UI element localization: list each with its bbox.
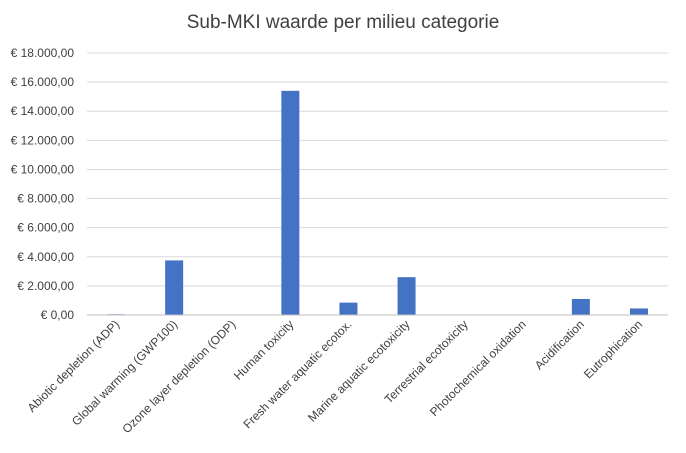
x-tick-label: Human toxicity — [231, 317, 297, 383]
x-tick-label: Fresh water aquatic ecotox. — [240, 317, 354, 431]
y-tick-label: € 12.000,00 — [11, 133, 75, 147]
y-tick-label: € 4.000,00 — [17, 250, 74, 264]
x-tick-label: Acidification — [532, 317, 587, 372]
y-tick-label: € 16.000,00 — [11, 75, 75, 89]
y-tick-label: € 8.000,00 — [17, 192, 74, 206]
bar — [165, 260, 184, 315]
y-tick-label: € 0,00 — [41, 308, 75, 322]
gridlines — [87, 52, 668, 287]
x-tick-label: Photochemical oxidation — [427, 317, 529, 419]
x-axis-ticks: Abiotic depletion (ADP)Global warming (G… — [25, 317, 646, 436]
bar — [629, 308, 648, 315]
bar — [281, 90, 300, 315]
y-tick-label: € 14.000,00 — [11, 104, 75, 118]
y-tick-label: € 18.000,00 — [11, 46, 75, 60]
y-axis-ticks: € 0,00 € 2.000,00 € 4.000,00 € 6.000,00 € 8.… — [11, 46, 75, 322]
y-tick-label: € 2.000,00 — [17, 279, 74, 293]
x-tick-label: Abiotic depletion (ADP) — [25, 317, 123, 415]
bar — [397, 277, 416, 315]
bar — [339, 302, 358, 315]
x-tick-label: Marine aquatic ecotoxicity — [305, 317, 413, 425]
y-tick-label: € 6.000,00 — [17, 221, 74, 235]
x-tick-label: Global warming (GWP100) — [69, 317, 180, 428]
bar — [571, 298, 590, 315]
x-tick-label: Eutrophication — [581, 317, 645, 381]
chart-title: Sub-MKI waarde per milieu categorie — [187, 12, 500, 33]
x-tick-label: Ozone layer depletion (ODP) — [120, 317, 239, 436]
y-tick-label: € 10.000,00 — [11, 162, 75, 176]
bars — [107, 90, 648, 315]
